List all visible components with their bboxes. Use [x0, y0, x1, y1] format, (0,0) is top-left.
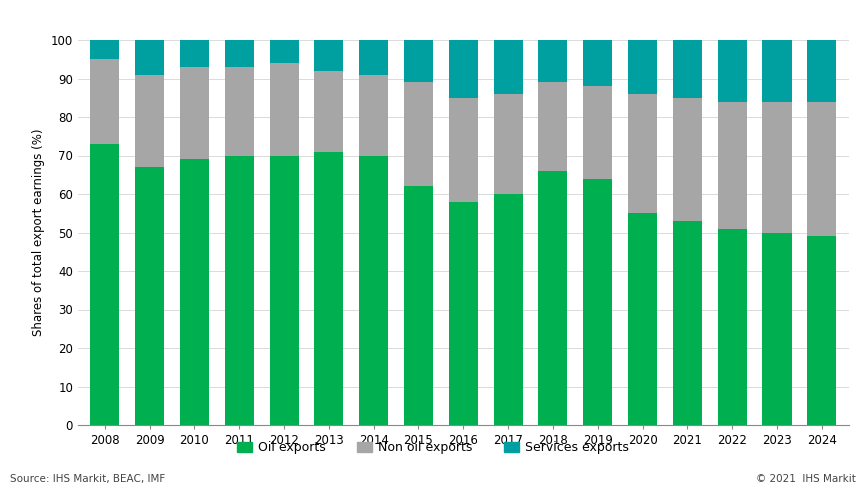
Bar	[90, 144, 120, 425]
Bar	[359, 74, 388, 156]
Bar	[673, 98, 702, 221]
Bar	[180, 40, 209, 67]
Bar	[359, 156, 388, 425]
Text: Shares of total  CEMAC export earnings: Shares of total CEMAC export earnings	[10, 14, 369, 30]
Bar	[269, 156, 299, 425]
Bar	[539, 40, 567, 82]
Bar	[224, 67, 254, 156]
Bar	[494, 94, 523, 194]
Bar	[269, 63, 299, 156]
Text: Source: IHS Markit, BEAC, IMF: Source: IHS Markit, BEAC, IMF	[10, 474, 165, 484]
Bar	[449, 98, 478, 202]
Bar	[269, 40, 299, 63]
Bar	[404, 40, 433, 82]
Bar	[314, 40, 344, 71]
Bar	[718, 102, 746, 228]
Bar	[180, 160, 209, 425]
Bar	[762, 232, 792, 425]
Bar	[583, 40, 612, 86]
Bar	[135, 167, 165, 425]
Bar	[673, 40, 702, 98]
Bar	[135, 74, 165, 167]
Bar	[449, 202, 478, 425]
Bar	[583, 178, 612, 425]
Bar	[628, 94, 657, 213]
Bar	[135, 40, 165, 74]
Bar	[404, 82, 433, 186]
Bar	[539, 82, 567, 171]
Bar	[224, 156, 254, 425]
Bar	[90, 40, 120, 59]
Bar	[539, 171, 567, 425]
Bar	[718, 228, 746, 425]
Bar	[494, 194, 523, 425]
Bar	[673, 221, 702, 425]
Legend: Oil exports, Non oil exports, Services exports: Oil exports, Non oil exports, Services e…	[232, 436, 634, 459]
Bar	[807, 236, 837, 425]
Bar	[404, 186, 433, 425]
Bar	[90, 59, 120, 144]
Bar	[628, 40, 657, 94]
Bar	[807, 102, 837, 236]
Y-axis label: Shares of total export earnings (%): Shares of total export earnings (%)	[32, 128, 45, 336]
Bar	[807, 40, 837, 102]
Bar	[314, 152, 344, 425]
Bar	[180, 67, 209, 160]
Text: © 2021  IHS Markit: © 2021 IHS Markit	[756, 474, 856, 484]
Bar	[762, 102, 792, 232]
Bar	[449, 40, 478, 98]
Bar	[224, 40, 254, 67]
Bar	[718, 40, 746, 102]
Bar	[314, 71, 344, 152]
Bar	[583, 86, 612, 178]
Bar	[762, 40, 792, 102]
Bar	[628, 213, 657, 425]
Bar	[359, 40, 388, 74]
Bar	[494, 40, 523, 94]
